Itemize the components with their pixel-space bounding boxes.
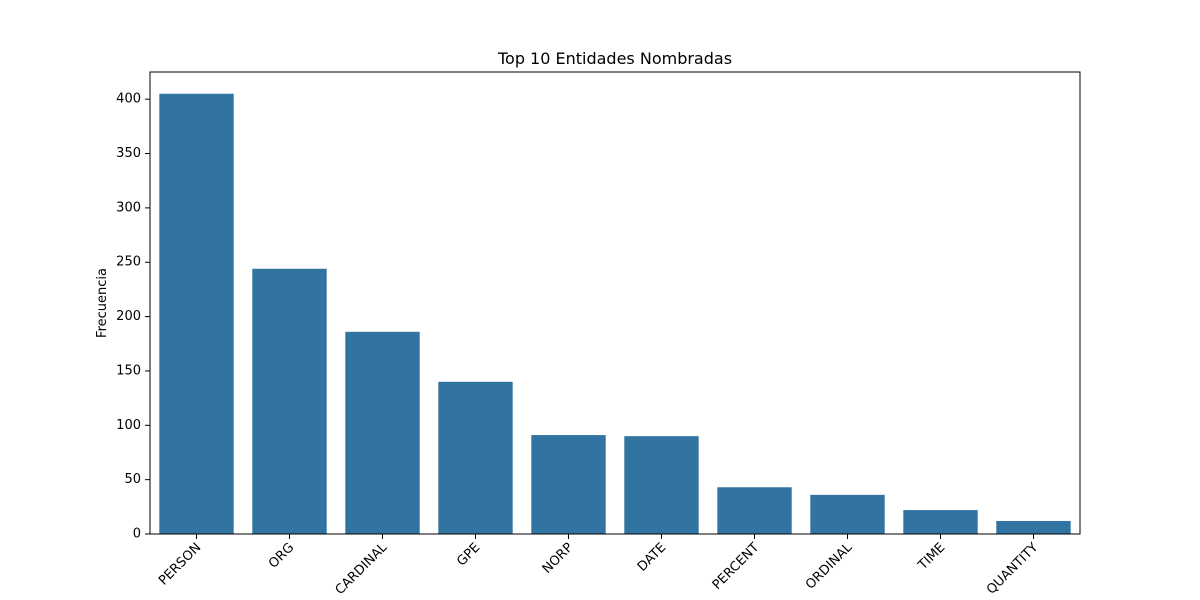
- bar-org: [252, 268, 327, 534]
- bar-cardinal: [345, 331, 420, 534]
- y-tick-label: 250: [116, 255, 141, 270]
- y-axis-ticks: 0 50 100 150 200 250 300 350 400: [116, 92, 150, 542]
- bar-gpe: [438, 381, 513, 534]
- y-tick-label: 350: [116, 146, 141, 161]
- bar-ordinal: [810, 494, 885, 534]
- y-tick-label: 300: [116, 200, 141, 215]
- y-tick-label: 0: [133, 527, 141, 542]
- y-axis-label: Frecuencia: [95, 268, 110, 338]
- bar-date: [624, 436, 699, 534]
- y-tick-label: 400: [116, 92, 141, 107]
- bar-percent: [717, 487, 792, 534]
- y-tick-label: 50: [124, 472, 141, 487]
- bars-group: [159, 93, 1071, 535]
- y-tick-label: 100: [116, 418, 141, 433]
- chart-title: Top 10 Entidades Nombradas: [497, 49, 732, 68]
- bar-time: [903, 510, 978, 534]
- y-tick-label: 150: [116, 363, 141, 378]
- plot-frame: [149, 71, 1081, 535]
- bar-person: [159, 93, 234, 535]
- bar-norp: [531, 435, 606, 534]
- y-tick-label: 200: [116, 309, 141, 324]
- bar-quantity: [996, 520, 1071, 534]
